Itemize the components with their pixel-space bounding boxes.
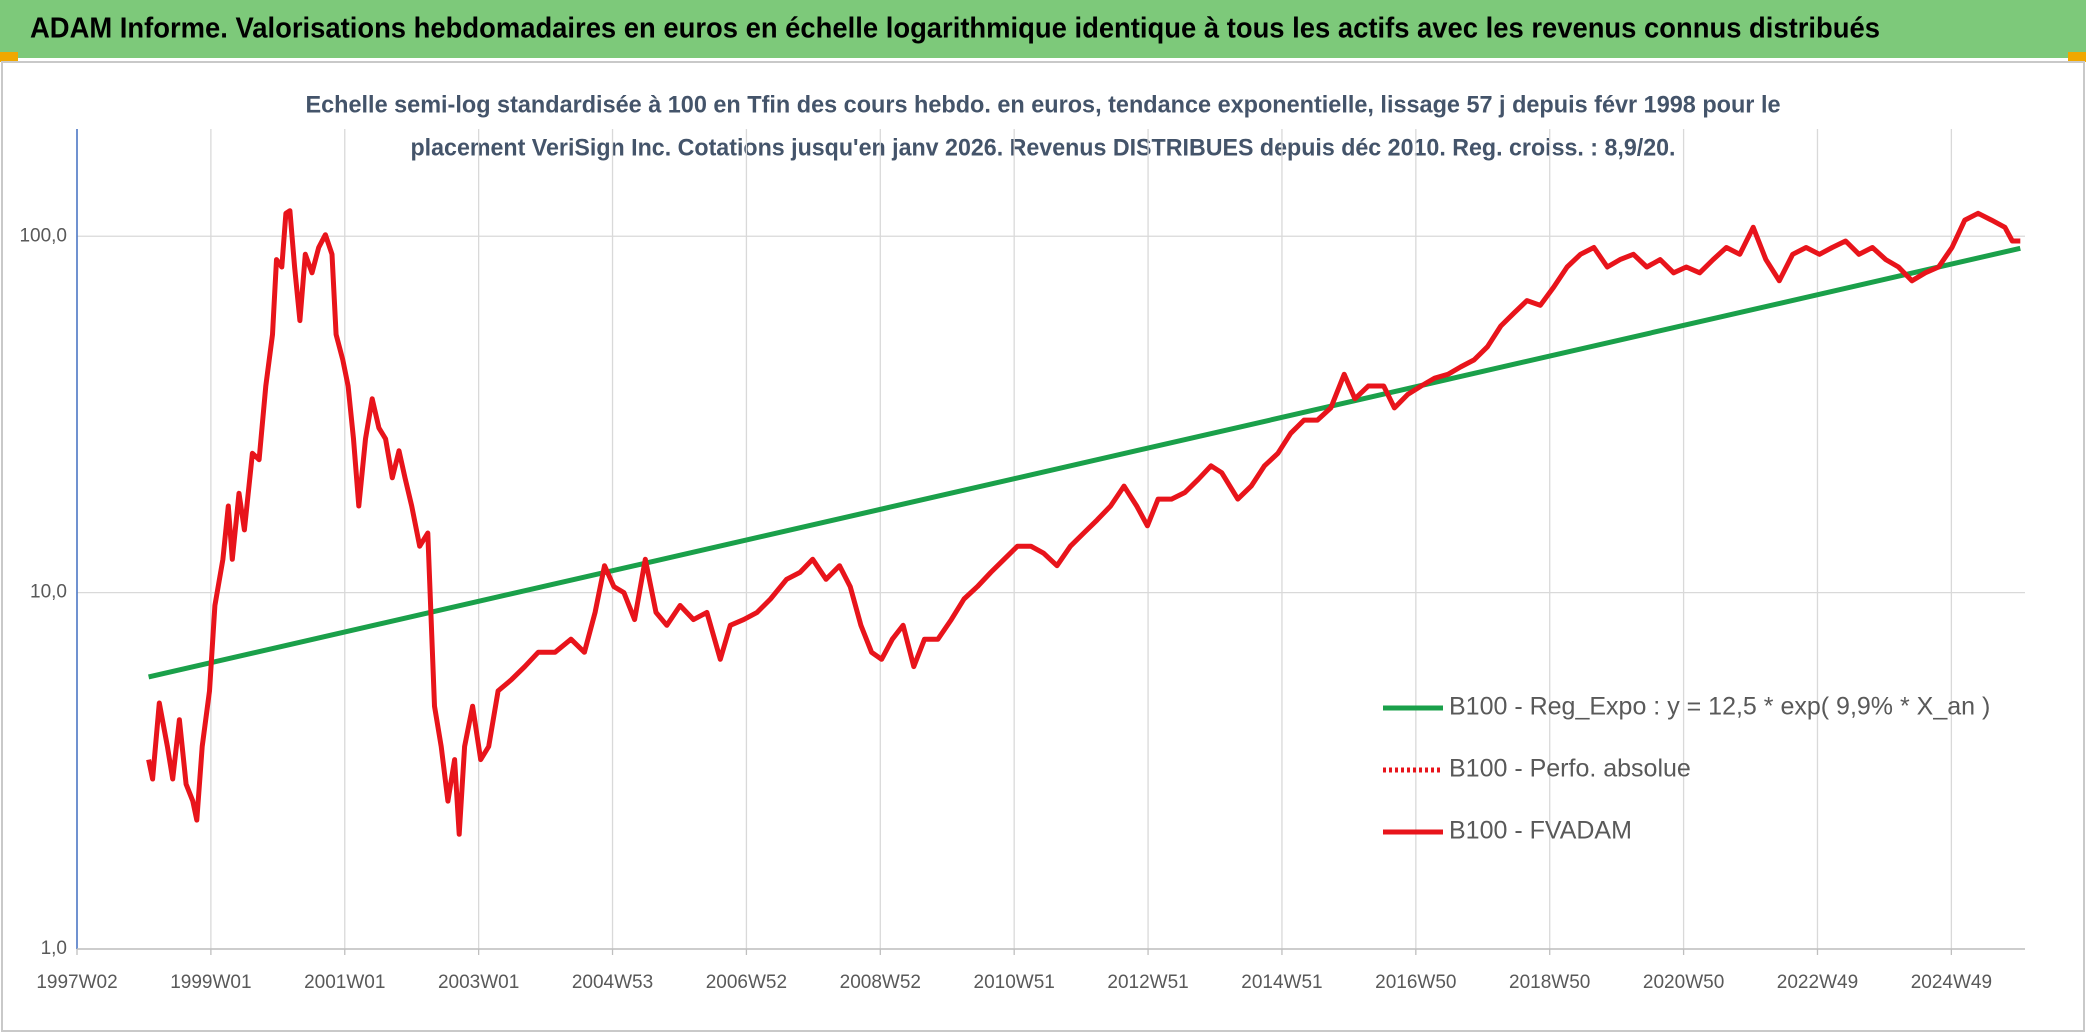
x-tick-label: 2020W50	[1643, 972, 1724, 993]
x-tick-label: 2022W49	[1777, 972, 1858, 993]
series-line	[146, 208, 2021, 837]
x-tick-label: 2024W49	[1911, 972, 1992, 993]
chart-title: ADAM Informe. Valorisations hebdomadaire…	[30, 13, 1880, 45]
corner-mark	[2068, 52, 2086, 62]
y-tick-label: 1,0	[41, 938, 67, 959]
y-tick-label: 100,0	[19, 225, 67, 246]
x-tick-label: 2001W01	[304, 972, 385, 993]
x-tick-label: 2014W51	[1241, 972, 1322, 993]
series-line	[148, 245, 2021, 680]
x-tick-label: 2018W50	[1509, 972, 1590, 993]
x-tick-label: 2008W52	[840, 972, 921, 993]
chart-frame	[1, 61, 2085, 1032]
x-tick-label: 1997W02	[36, 972, 117, 993]
legend-label: B100 - Reg_Expo : y = 12,5 * exp( 9,9% *…	[1449, 693, 1990, 721]
legend-label: B100 - Perfo. absolue	[1449, 755, 1691, 783]
x-tick-label: 2010W51	[974, 972, 1055, 993]
legend-label: B100 - FVADAM	[1449, 817, 1632, 845]
x-tick-label: 2006W52	[706, 972, 787, 993]
x-tick-label: 2003W01	[438, 972, 519, 993]
x-tick-label: 2004W53	[572, 972, 653, 993]
chart-subtitle: placement VeriSign Inc. Cotations jusqu'…	[411, 134, 1676, 161]
chart-subtitle: Echelle semi-log standardisée à 100 en T…	[306, 91, 1781, 118]
header-band	[0, 0, 2086, 58]
corner-mark	[0, 52, 18, 62]
x-tick-label: 2012W51	[1107, 972, 1188, 993]
x-tick-label: 1999W01	[170, 972, 251, 993]
x-tick-label: 2016W50	[1375, 972, 1456, 993]
y-tick-label: 10,0	[30, 582, 67, 603]
